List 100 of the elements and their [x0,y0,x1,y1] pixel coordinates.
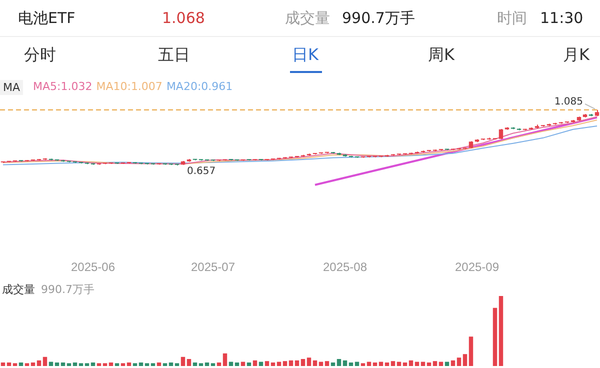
x-tick-label: 2025-09 [454,260,500,274]
bar [54,362,60,366]
text: MA5:1.032 [33,80,92,93]
text: MA20:0.961 [166,80,233,93]
bar [294,360,300,366]
bar [42,356,48,366]
bar [174,363,180,366]
bar [336,359,342,366]
text: 成交量 [285,9,330,28]
text: MA [0,80,24,95]
bar [90,362,96,366]
text: 时间 [497,9,527,28]
bar [384,362,390,366]
bar [132,363,138,366]
bar [342,360,348,366]
text: 11:30 [540,9,584,27]
bar [324,361,330,366]
text: 月K [563,45,590,66]
bar [318,362,324,366]
text: 1.068 [162,9,205,27]
bar [330,362,336,366]
bar [96,363,102,366]
text: MA10:1.007 [96,80,162,93]
bar [60,362,66,366]
bar [456,358,462,366]
bar [408,360,414,366]
chart-title: 电池ETF [18,9,76,28]
bar [12,363,18,366]
bar [258,362,264,366]
bar [366,362,372,366]
bar [432,361,438,366]
bar [210,363,216,366]
bar [360,363,366,366]
bar [420,362,426,366]
bar [378,362,384,366]
bar [6,362,12,366]
bar [450,360,456,366]
bar [114,363,120,366]
text: 分时 [24,45,56,66]
bar [168,362,174,366]
bar [276,362,282,366]
bar [390,361,396,366]
bar [492,308,498,366]
bar [264,361,270,366]
bar [402,362,408,366]
bar [150,363,156,366]
bar [120,363,126,366]
x-tick-label: 2025-08 [322,260,368,274]
bar [162,363,168,366]
bar [246,362,252,366]
bar [18,362,24,366]
bar [66,363,72,366]
chart-subtitle: 990.7万手 [41,283,94,296]
bar [252,360,258,366]
text: 日K [292,45,318,66]
bar [288,360,294,366]
annotation: 0.657 [187,166,216,178]
x-tick-label: 2025-06 [70,260,116,274]
bar [306,358,312,366]
bar [348,362,354,366]
bar [312,360,318,366]
bar [228,362,234,366]
chart-title: 成交量 [2,283,35,296]
bar [198,363,204,366]
text: 五日 [158,45,190,66]
bar [30,362,36,366]
bar [72,362,78,366]
bar [186,359,192,366]
x-tick-label: 2025-07 [190,260,236,274]
bar [144,363,150,366]
bar [204,362,210,366]
bar [126,362,132,366]
bar [234,362,240,366]
text: 周K [428,45,454,66]
bar [300,359,306,366]
bar [192,362,198,366]
bar [354,362,360,366]
bar [444,362,450,366]
bar [240,362,246,366]
bar [78,363,84,366]
bar [36,360,42,366]
bar [216,362,222,366]
bar [48,362,54,366]
bar [468,336,474,366]
bar [0,362,6,366]
bar [426,362,432,366]
bar [180,356,186,366]
bar [156,362,162,366]
bar [282,361,288,366]
bar [498,296,504,366]
bar [102,363,108,366]
bar [222,353,228,366]
bar [84,363,90,366]
bar [462,354,468,366]
bar [438,362,444,366]
bar [372,362,378,366]
bar [138,362,144,366]
bar [396,362,402,366]
annotation: 1.085 [554,96,583,108]
bar [24,363,30,366]
